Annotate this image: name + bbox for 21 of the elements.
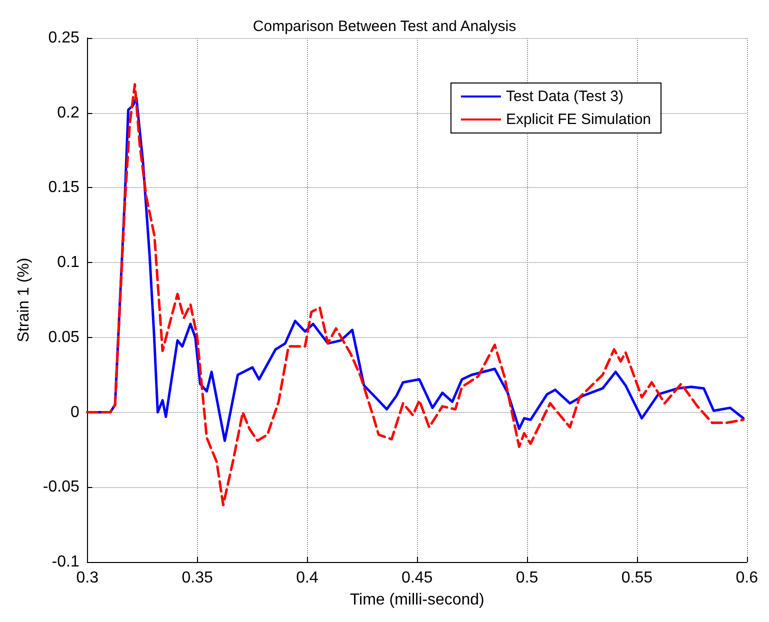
x-tick-label: 0.55	[621, 570, 653, 586]
y-tick-label: -0.05	[42, 478, 80, 496]
line-series	[86, 83, 745, 506]
x-axis-title: Time (milli-second)	[350, 592, 484, 608]
x-tick-label: 0.5	[516, 570, 538, 586]
y-tick-label: 0.05	[48, 328, 80, 346]
y-tick-label: 0.25	[48, 30, 80, 46]
y-tick-label: 0.15	[48, 179, 80, 196]
x-tick-label: 0.3	[76, 570, 99, 586]
chart-title: Comparison Between Test and Analysis	[252, 18, 516, 35]
x-tick-label: 0.4	[296, 570, 318, 586]
y-axis-title: Strain 1 (%)	[16, 258, 32, 342]
y-tick-label: 0.2	[57, 104, 80, 122]
x-tick-label: 0.35	[182, 570, 213, 586]
y-tick-label: -0.1	[52, 554, 80, 570]
legend-label: Test Data (Test 3)	[506, 88, 624, 105]
y-tick-label: 0.1	[57, 254, 80, 272]
x-tick-label: 0.45	[402, 570, 433, 586]
legend-label: Explicit FE Simulation	[506, 111, 652, 128]
y-tick-label: 0	[70, 404, 80, 421]
x-tick-label: 0.6	[736, 570, 758, 586]
